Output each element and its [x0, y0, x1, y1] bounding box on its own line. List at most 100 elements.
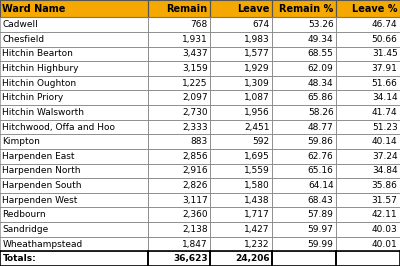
Text: 3,159: 3,159 [182, 64, 208, 73]
Text: 51.66: 51.66 [372, 79, 398, 88]
Bar [272, 178, 336, 193]
Text: Remain: Remain [166, 4, 208, 14]
Text: 1,956: 1,956 [244, 108, 270, 117]
Text: Cadwell: Cadwell [2, 20, 38, 29]
Text: 59.99: 59.99 [308, 240, 334, 248]
Bar [336, 17, 400, 32]
Bar [336, 237, 400, 251]
Bar [336, 134, 400, 149]
Text: Totals:: Totals: [2, 254, 36, 263]
Text: Harpenden North: Harpenden North [2, 167, 81, 175]
Bar [336, 0, 400, 17]
Bar [0, 178, 148, 193]
Text: 65.16: 65.16 [308, 167, 334, 175]
Text: Hitchin Bearton: Hitchin Bearton [2, 49, 73, 59]
Text: Leave %: Leave % [352, 4, 398, 14]
Bar [148, 251, 210, 266]
Text: 1,847: 1,847 [182, 240, 208, 248]
Text: 1,577: 1,577 [244, 49, 270, 59]
Text: 1,983: 1,983 [244, 35, 270, 44]
Bar [148, 17, 210, 32]
Bar [272, 164, 336, 178]
Bar [336, 251, 400, 266]
Bar [148, 47, 210, 61]
Bar [0, 149, 148, 164]
Text: 51.23: 51.23 [372, 123, 398, 132]
Text: 41.74: 41.74 [372, 108, 398, 117]
Bar [336, 193, 400, 207]
Bar [272, 90, 336, 105]
Text: 65.86: 65.86 [308, 93, 334, 102]
Bar [0, 61, 148, 76]
Text: 40.14: 40.14 [372, 137, 398, 146]
Text: 49.34: 49.34 [308, 35, 334, 44]
Bar [148, 193, 210, 207]
Bar [336, 178, 400, 193]
Text: Sandridge: Sandridge [2, 225, 49, 234]
Bar [0, 76, 148, 90]
Bar [272, 76, 336, 90]
Bar [148, 105, 210, 120]
Bar [148, 164, 210, 178]
Text: 1,438: 1,438 [244, 196, 270, 205]
Bar [210, 237, 272, 251]
Text: Hitchin Walsworth: Hitchin Walsworth [2, 108, 84, 117]
Text: 2,451: 2,451 [244, 123, 270, 132]
Bar [210, 0, 272, 17]
Bar [336, 149, 400, 164]
Bar [0, 193, 148, 207]
Text: 1,087: 1,087 [244, 93, 270, 102]
Text: Redbourn: Redbourn [2, 210, 46, 219]
Bar [210, 207, 272, 222]
Bar [336, 76, 400, 90]
Text: 2,360: 2,360 [182, 210, 208, 219]
Bar [0, 32, 148, 47]
Text: Chesfield: Chesfield [2, 35, 44, 44]
Text: Wheathampstead: Wheathampstead [2, 240, 83, 248]
Bar [210, 164, 272, 178]
Text: 2,097: 2,097 [182, 93, 208, 102]
Text: 768: 768 [190, 20, 208, 29]
Bar [0, 90, 148, 105]
Text: 1,559: 1,559 [244, 167, 270, 175]
Bar [272, 237, 336, 251]
Text: 62.09: 62.09 [308, 64, 334, 73]
Bar [210, 76, 272, 90]
Text: 68.43: 68.43 [308, 196, 334, 205]
Bar [148, 0, 210, 17]
Text: 48.34: 48.34 [308, 79, 334, 88]
Bar [210, 222, 272, 237]
Text: 2,333: 2,333 [182, 123, 208, 132]
Bar [0, 105, 148, 120]
Bar [272, 149, 336, 164]
Text: 50.66: 50.66 [372, 35, 398, 44]
Text: Hitchin Highbury: Hitchin Highbury [2, 64, 79, 73]
Text: 2,916: 2,916 [182, 167, 208, 175]
Bar [336, 120, 400, 134]
Text: 40.01: 40.01 [372, 240, 398, 248]
Bar [336, 90, 400, 105]
Text: Leave: Leave [237, 4, 270, 14]
Bar [210, 149, 272, 164]
Bar [0, 164, 148, 178]
Bar [148, 178, 210, 193]
Text: 2,138: 2,138 [182, 225, 208, 234]
Bar [210, 251, 272, 266]
Text: 1,225: 1,225 [182, 79, 208, 88]
Text: 59.86: 59.86 [308, 137, 334, 146]
Text: 24,206: 24,206 [235, 254, 270, 263]
Text: 48.77: 48.77 [308, 123, 334, 132]
Bar [210, 193, 272, 207]
Text: 58.26: 58.26 [308, 108, 334, 117]
Bar [148, 134, 210, 149]
Bar [148, 76, 210, 90]
Text: 57.89: 57.89 [308, 210, 334, 219]
Bar [272, 0, 336, 17]
Text: 37.24: 37.24 [372, 152, 398, 161]
Text: 36,623: 36,623 [173, 254, 208, 263]
Bar [272, 32, 336, 47]
Bar [0, 134, 148, 149]
Bar [210, 178, 272, 193]
Text: 37.91: 37.91 [372, 64, 398, 73]
Bar [272, 61, 336, 76]
